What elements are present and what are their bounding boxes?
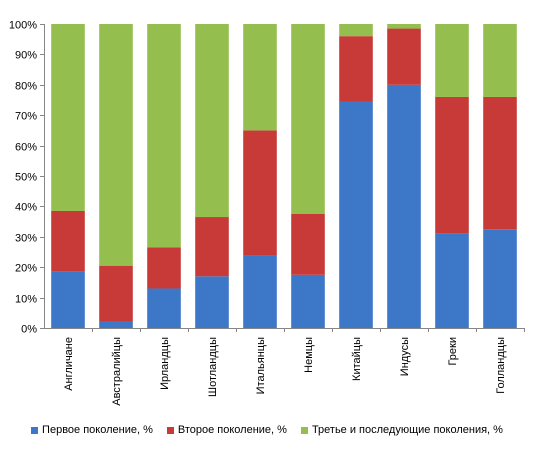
x-tick-label: Англичане xyxy=(63,337,75,391)
bar-segment-1-6 xyxy=(291,274,325,328)
legend-item-second-generation: Второе поколение, % xyxy=(166,424,287,436)
x-tick-label: Немцы xyxy=(303,337,315,373)
y-tick-label: 20% xyxy=(15,263,37,275)
bar-segment-2-9 xyxy=(435,96,469,234)
y-tick-label: 0% xyxy=(21,324,37,336)
y-tick-label: 100% xyxy=(9,20,37,32)
bar-segment-2-2 xyxy=(99,265,133,322)
bar-segment-1-5 xyxy=(243,255,277,328)
bar-segment-3-5 xyxy=(243,24,277,131)
x-tick-label: Китайцы xyxy=(351,337,363,381)
bar-segment-1-10 xyxy=(483,229,517,328)
legend-item-third-generation: Третье и последующие поколения, % xyxy=(300,424,503,436)
bar-segment-3-2 xyxy=(99,24,133,266)
y-tick-label: 60% xyxy=(15,142,37,154)
legend-label-third-generation: Третье и последующие поколения, % xyxy=(311,424,503,436)
bar-segment-3-7 xyxy=(339,24,373,37)
legend-swatch-first-generation xyxy=(31,426,39,434)
bar-segment-2-7 xyxy=(339,36,373,102)
bar-segment-3-3 xyxy=(147,24,181,248)
bar-segment-2-5 xyxy=(243,130,277,256)
y-tick-label: 40% xyxy=(15,202,37,214)
bar-segment-3-9 xyxy=(435,24,469,97)
y-axis: 0% 10% 20% 30% 40% 50% 60% 70% 80% 90% 100% xyxy=(9,20,44,336)
x-tick-label: Греки xyxy=(447,337,459,366)
bar-segment-3-6 xyxy=(291,24,325,214)
bar-segment-3-4 xyxy=(195,24,229,218)
legend: Первое поколение, % Второе поколение, % … xyxy=(0,424,534,436)
y-tick-label: 90% xyxy=(15,50,37,62)
y-tick-label: 70% xyxy=(15,111,37,123)
y-tick-label: 30% xyxy=(15,233,37,245)
bar-segment-3-10 xyxy=(483,24,517,97)
stacked-bar-chart: 0% 10% 20% 30% 40% 50% 60% 70% 80% 90% 100% Англич… xyxy=(9,20,525,406)
y-tick-label: 50% xyxy=(15,172,37,184)
y-tick-label: 80% xyxy=(15,81,37,93)
bar-segment-2-10 xyxy=(483,96,517,230)
bar-segment-3-8 xyxy=(387,24,421,29)
x-tick-label: Ирландцы xyxy=(159,337,171,390)
legend-swatch-third-generation xyxy=(300,426,308,434)
x-tick-label: Итальянцы xyxy=(255,337,267,394)
x-tick-label: Австралийцы xyxy=(111,337,123,406)
bars xyxy=(51,24,517,329)
bar-segment-1-7 xyxy=(339,101,373,329)
bar-segment-1-4 xyxy=(195,276,229,328)
bar-segment-3-1 xyxy=(51,24,85,211)
x-tick-label: Индусы xyxy=(399,337,411,376)
legend-swatch-second-generation xyxy=(166,426,174,434)
legend-label-second-generation: Второе поколение, % xyxy=(177,424,287,436)
x-tick-label: Шотландцы xyxy=(207,337,219,397)
y-tick-label: 10% xyxy=(15,294,37,306)
bar-segment-1-2 xyxy=(99,321,133,328)
legend-label-first-generation: Первое поколение, % xyxy=(42,424,153,436)
bar-segment-2-4 xyxy=(195,217,229,277)
bar-segment-1-3 xyxy=(147,288,181,328)
x-axis-labels: Англичане Австралийцы Ирландцы Шотландцы Ита… xyxy=(63,328,525,406)
bar-segment-2-8 xyxy=(387,28,421,85)
bar-segment-2-3 xyxy=(147,247,181,289)
x-tick-label: Голландцы xyxy=(495,337,507,394)
legend-item-first-generation: Первое поколение, % xyxy=(31,424,153,436)
bar-segment-1-8 xyxy=(387,84,421,328)
bar-segment-2-6 xyxy=(291,214,325,275)
bar-segment-2-1 xyxy=(51,210,85,272)
bar-segment-1-9 xyxy=(435,233,469,328)
bar-segment-1-1 xyxy=(51,271,85,328)
